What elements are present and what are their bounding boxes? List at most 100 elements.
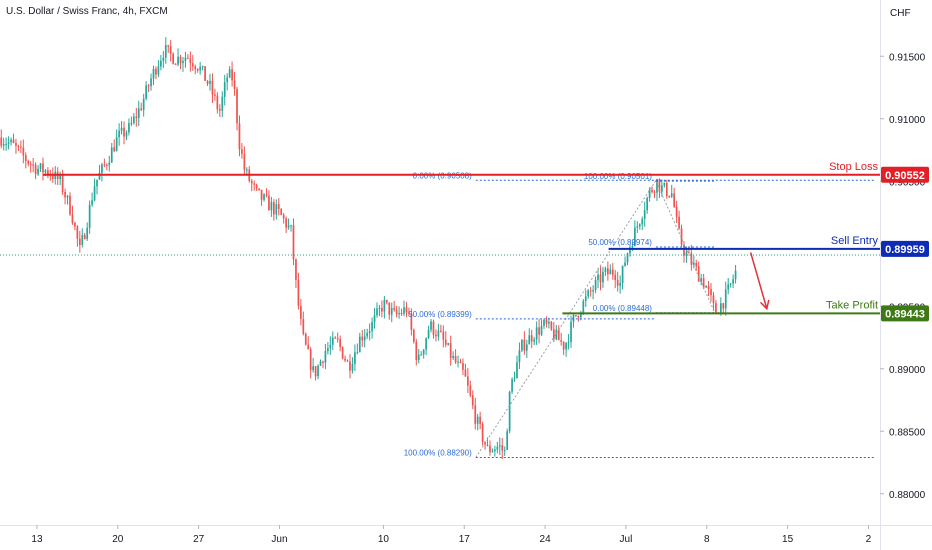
candle-body <box>550 321 553 330</box>
candle-body <box>661 185 663 192</box>
candle-body <box>115 137 118 152</box>
candle-body <box>179 56 182 64</box>
candle-body <box>191 63 194 67</box>
candle-body <box>567 342 570 344</box>
candle-body <box>378 307 381 309</box>
candle-body <box>241 149 243 155</box>
candle-body <box>0 137 3 146</box>
candle-body <box>422 349 425 355</box>
fib-level-label: 100.00% (0.88290) <box>404 449 472 458</box>
candle-body <box>268 195 270 211</box>
candle-body <box>135 116 138 119</box>
candle-body <box>538 327 540 335</box>
candle-body <box>27 160 30 164</box>
candle-body <box>32 164 35 166</box>
candle-body <box>683 244 685 256</box>
candle-body <box>521 339 523 351</box>
candle-body <box>157 66 160 75</box>
candle-body <box>184 57 187 61</box>
candle-body <box>81 235 84 245</box>
candle-body <box>211 80 214 95</box>
candle-body <box>272 202 275 215</box>
candle-body <box>44 170 47 173</box>
candle-body <box>555 329 558 340</box>
candle-body <box>432 321 435 335</box>
candle-body <box>351 363 354 371</box>
candle-body <box>250 180 253 184</box>
candle-body <box>304 333 307 345</box>
candle-body <box>336 338 339 340</box>
candle-body <box>292 225 295 260</box>
candle-body <box>415 341 418 361</box>
candle-body <box>405 307 408 313</box>
candle-body <box>86 227 89 239</box>
candle-body <box>307 344 310 350</box>
candle-body <box>162 57 165 61</box>
candle-body <box>491 451 494 453</box>
fib-level-label: 50.00% (0.89974) <box>588 238 652 247</box>
level-name: Sell Entry <box>831 235 879 247</box>
candle-body <box>150 78 152 87</box>
candle-body <box>98 172 101 180</box>
candle-body <box>621 265 624 283</box>
candle-body <box>93 186 96 201</box>
candle-body <box>204 66 206 81</box>
candle-body <box>74 222 76 227</box>
candle-body <box>727 284 730 290</box>
candle-body <box>341 346 344 359</box>
candle-body <box>263 194 265 200</box>
candle-body <box>474 405 477 424</box>
candle-body <box>629 247 631 254</box>
candle-body <box>245 169 248 171</box>
candle-body <box>209 80 211 84</box>
candle-body <box>88 204 91 228</box>
candle-body <box>619 282 621 286</box>
candle-body <box>476 416 479 424</box>
candle-body <box>71 214 74 223</box>
candle-body <box>442 331 445 340</box>
candle-body <box>712 295 715 304</box>
candle-body <box>557 329 560 341</box>
candle-body <box>105 164 108 166</box>
x-tick-label: 17 <box>459 534 471 545</box>
candle-body <box>641 218 644 225</box>
candle-body <box>528 335 531 345</box>
currency-label[interactable]: CHF <box>890 8 911 19</box>
candle-body <box>577 315 580 318</box>
level-price-badge <box>881 240 929 257</box>
x-tick-label: 24 <box>540 534 552 545</box>
candle-body <box>611 269 614 275</box>
candle-body <box>562 341 565 350</box>
candle-body <box>626 253 629 263</box>
fib-trendline <box>475 179 657 458</box>
candle-body <box>270 202 273 211</box>
candle-body <box>710 288 712 296</box>
candle-body <box>479 416 482 424</box>
candle-body <box>110 147 113 163</box>
currency-box[interactable] <box>882 2 916 22</box>
plot-area[interactable]: 100.00% (0.88290) 50.00% (0.89399) 0.00% (… <box>0 37 880 460</box>
candle-body <box>145 85 147 99</box>
candle-body <box>206 80 209 84</box>
candle-body <box>280 208 283 215</box>
y-tick-label: 0.88500 <box>889 427 926 438</box>
candle-body <box>680 228 683 245</box>
candle-body <box>5 143 7 145</box>
candle-body <box>543 319 545 326</box>
candle-body <box>61 174 64 192</box>
candle-body <box>462 362 464 370</box>
candle-body <box>64 191 66 198</box>
candle-body <box>295 259 297 280</box>
candle-body <box>385 300 388 303</box>
candle-body <box>83 235 86 239</box>
candle-body <box>688 252 690 254</box>
candle-body <box>513 378 516 380</box>
candle-body <box>366 332 369 337</box>
candle-body <box>196 68 199 71</box>
candle-body <box>604 268 607 272</box>
candle-body <box>471 395 474 406</box>
candle-body <box>69 195 71 215</box>
candle-body <box>393 308 396 310</box>
candle-body <box>624 262 626 266</box>
candle-body <box>614 274 617 281</box>
